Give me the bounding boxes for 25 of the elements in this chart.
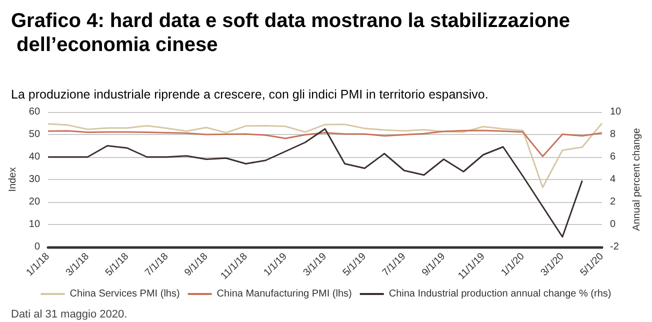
y-tick-label: 30 [28,174,40,185]
legend-label: China Industrial production annual change % (rhs) [388,288,612,300]
text: Dati al 31 maggio 2020. [11,308,128,320]
y-tick-label: 40 [28,152,40,162]
legend-label: China Services PMI (lhs) [70,288,180,300]
y2-tick-label: 6 [610,152,616,162]
line-series [47,128,583,238]
y-tick-label: 0 [34,242,40,252]
y-tick-label: 50 [28,129,40,140]
y-tick-label: 60 [28,106,40,118]
y-axis-title: Index [8,167,18,192]
chart-title: Grafico 4: hard data e soft data mostrano la stabilizzazione dell’economia cinese [11,10,570,56]
y2-tick-label: 0 [610,219,616,230]
line-series [47,130,603,158]
y2-tick-label: 8 [610,129,616,140]
y2-tick-label: 10 [610,106,622,118]
legend-label: China Manufacturing PMI (lhs) [216,288,352,300]
chart-subtitle: La produzione industriale riprende a crescere, con gli indici PMI in territorio espansivo. [11,88,488,102]
y2-tick-label: -2 [610,242,620,252]
y2-tick-label: 2 [610,196,616,208]
line-series [47,122,603,188]
y2-tick-label: 4 [610,174,616,185]
y-tick-label: 20 [28,196,40,208]
y-tick-label: 10 [28,219,40,230]
y2-axis-title: Annual percent change [632,128,643,231]
